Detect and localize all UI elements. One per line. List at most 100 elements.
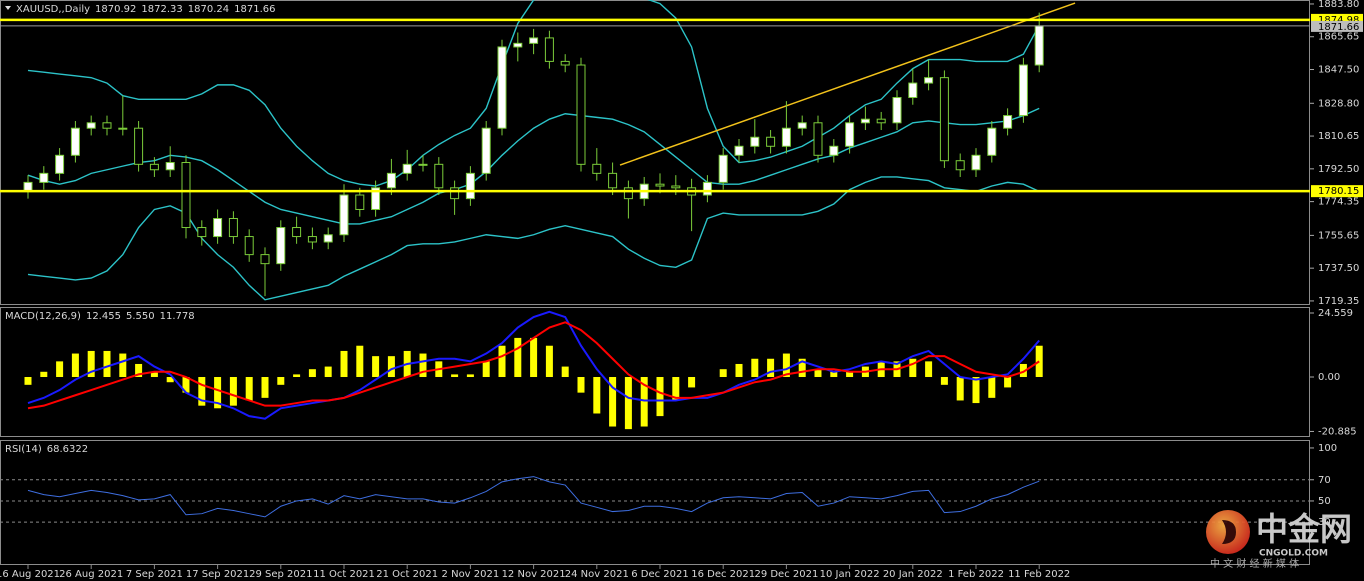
x-tick-label: 10 Jan 2022 [820,569,880,580]
x-tick-label: 1 Feb 2022 [948,569,1004,580]
x-tick-label: 11 Feb 2022 [1008,569,1070,580]
macd-histogram-bar [150,371,158,378]
macd-histogram-bar [419,353,427,378]
candle-body [228,218,238,238]
candle-body [465,172,475,200]
macd-histogram-bar [767,358,775,378]
panel [0,0,1310,301]
candle-body [560,60,570,66]
brand-domain: CNGOLD.COM [1259,549,1328,559]
candle-body [860,118,870,124]
header-arrow [5,6,11,10]
candle-body [70,127,80,156]
candle-body [118,127,128,130]
macd-histogram-bar [24,377,32,385]
macd-histogram-bar [561,366,569,378]
y-tick-label: 24.559 [1318,308,1353,319]
macd-histogram-bar [719,369,727,378]
macd-histogram-bar [466,374,474,378]
candle-body [892,97,902,124]
header-value: 1870.24 [188,4,229,15]
candle-body [276,227,286,265]
candle-body [734,145,744,156]
macd-histogram-bar [245,377,253,401]
macd-histogram-bar [103,350,111,378]
candle-body [244,236,254,256]
candle-body [497,46,507,129]
macd-histogram-bar [545,345,553,378]
y-tick-label: 1755.65 [1318,230,1359,241]
bollinger-band [27,0,1040,187]
macd-histogram-bar [56,361,64,378]
macd-histogram-bar [846,371,854,378]
candle-body [797,122,807,129]
macd-histogram-bar [372,356,380,378]
candle-body [781,127,791,147]
macd-histogram-bar [624,377,632,430]
x-tick-label: 29 Dec 2021 [754,569,818,580]
slogan: 中 文 财 经 新 媒 体 [1210,557,1299,570]
panel [0,476,1310,523]
macd-histogram-bar [530,337,538,378]
last-price-label: 1871.66 [1318,22,1359,33]
panel-header: XAUUSD,,Daily 1870.92 1872.33 1870.24 1871.6… [16,4,275,15]
macd-histogram-bar [814,369,822,378]
candle-body [450,187,460,200]
macd-histogram-bar [972,377,980,404]
y-tick-label: 0.00 [1318,372,1340,383]
macd-histogram-bar [324,366,332,378]
x-tick-label: 24 Nov 2021 [565,569,629,580]
x-tick-label: 7 Sep 2021 [126,569,183,580]
trend-line [619,2,1076,166]
macd-histogram-bar [135,363,143,378]
candle-body [165,162,175,171]
macd-histogram-bar [640,377,648,427]
macd-histogram-bar [182,377,190,393]
y-tick-label: 1810.65 [1318,131,1359,142]
header-value: 1870.92 [95,4,136,15]
x-tick-label: 29 Sep 2021 [249,569,312,580]
macd-histogram-bar [198,377,206,406]
macd-histogram-bar [498,345,506,378]
candle-body [149,163,159,171]
macd-histogram-bar [798,358,806,378]
macd-histogram-bar [387,356,395,378]
panel [24,310,1043,430]
y-tick-label: -20.885 [1318,426,1357,437]
candle-body [876,118,886,124]
candle-body [671,185,681,189]
y-tick-label: 70 [1318,475,1331,486]
candle-body [402,163,412,174]
x-tick-label: 21 Oct 2021 [376,569,438,580]
macd-histogram-bar [577,377,585,393]
macd-histogram-bar [751,358,759,378]
candle-body [829,145,839,156]
macd-histogram-bar [609,377,617,427]
rsi-line [27,476,1040,518]
header-value: 1872.33 [141,4,182,15]
macd-histogram-bar [451,374,459,378]
y-tick-label: 100 [1318,443,1337,454]
macd-histogram-bar [782,353,790,378]
brand: 中金网 [1256,510,1352,548]
macd-histogram-bar [1004,377,1012,388]
macd-histogram-bar [71,353,79,378]
candle-body [544,37,554,62]
y-tick-label: 50 [1318,496,1331,507]
macd-histogram-bar [688,377,696,388]
candle-body [702,181,712,196]
candle-body [1034,25,1044,66]
candle-body [813,122,823,156]
candle-body [576,64,586,165]
macd-histogram-bar [261,377,269,398]
macd-histogram-bar [356,345,364,378]
y-tick-label: 30 [1318,517,1331,528]
candle-body [1003,115,1013,129]
macd-line [27,310,1040,420]
candle-body [924,77,934,84]
candle-body [418,163,428,166]
x-tick-label: 16 Aug 2021 [0,569,60,580]
panel-header: RSI(14) 68.6322 [5,444,88,455]
y-tick-label: 1737.50 [1318,263,1359,274]
y-tick-label: 1719.35 [1318,296,1359,307]
